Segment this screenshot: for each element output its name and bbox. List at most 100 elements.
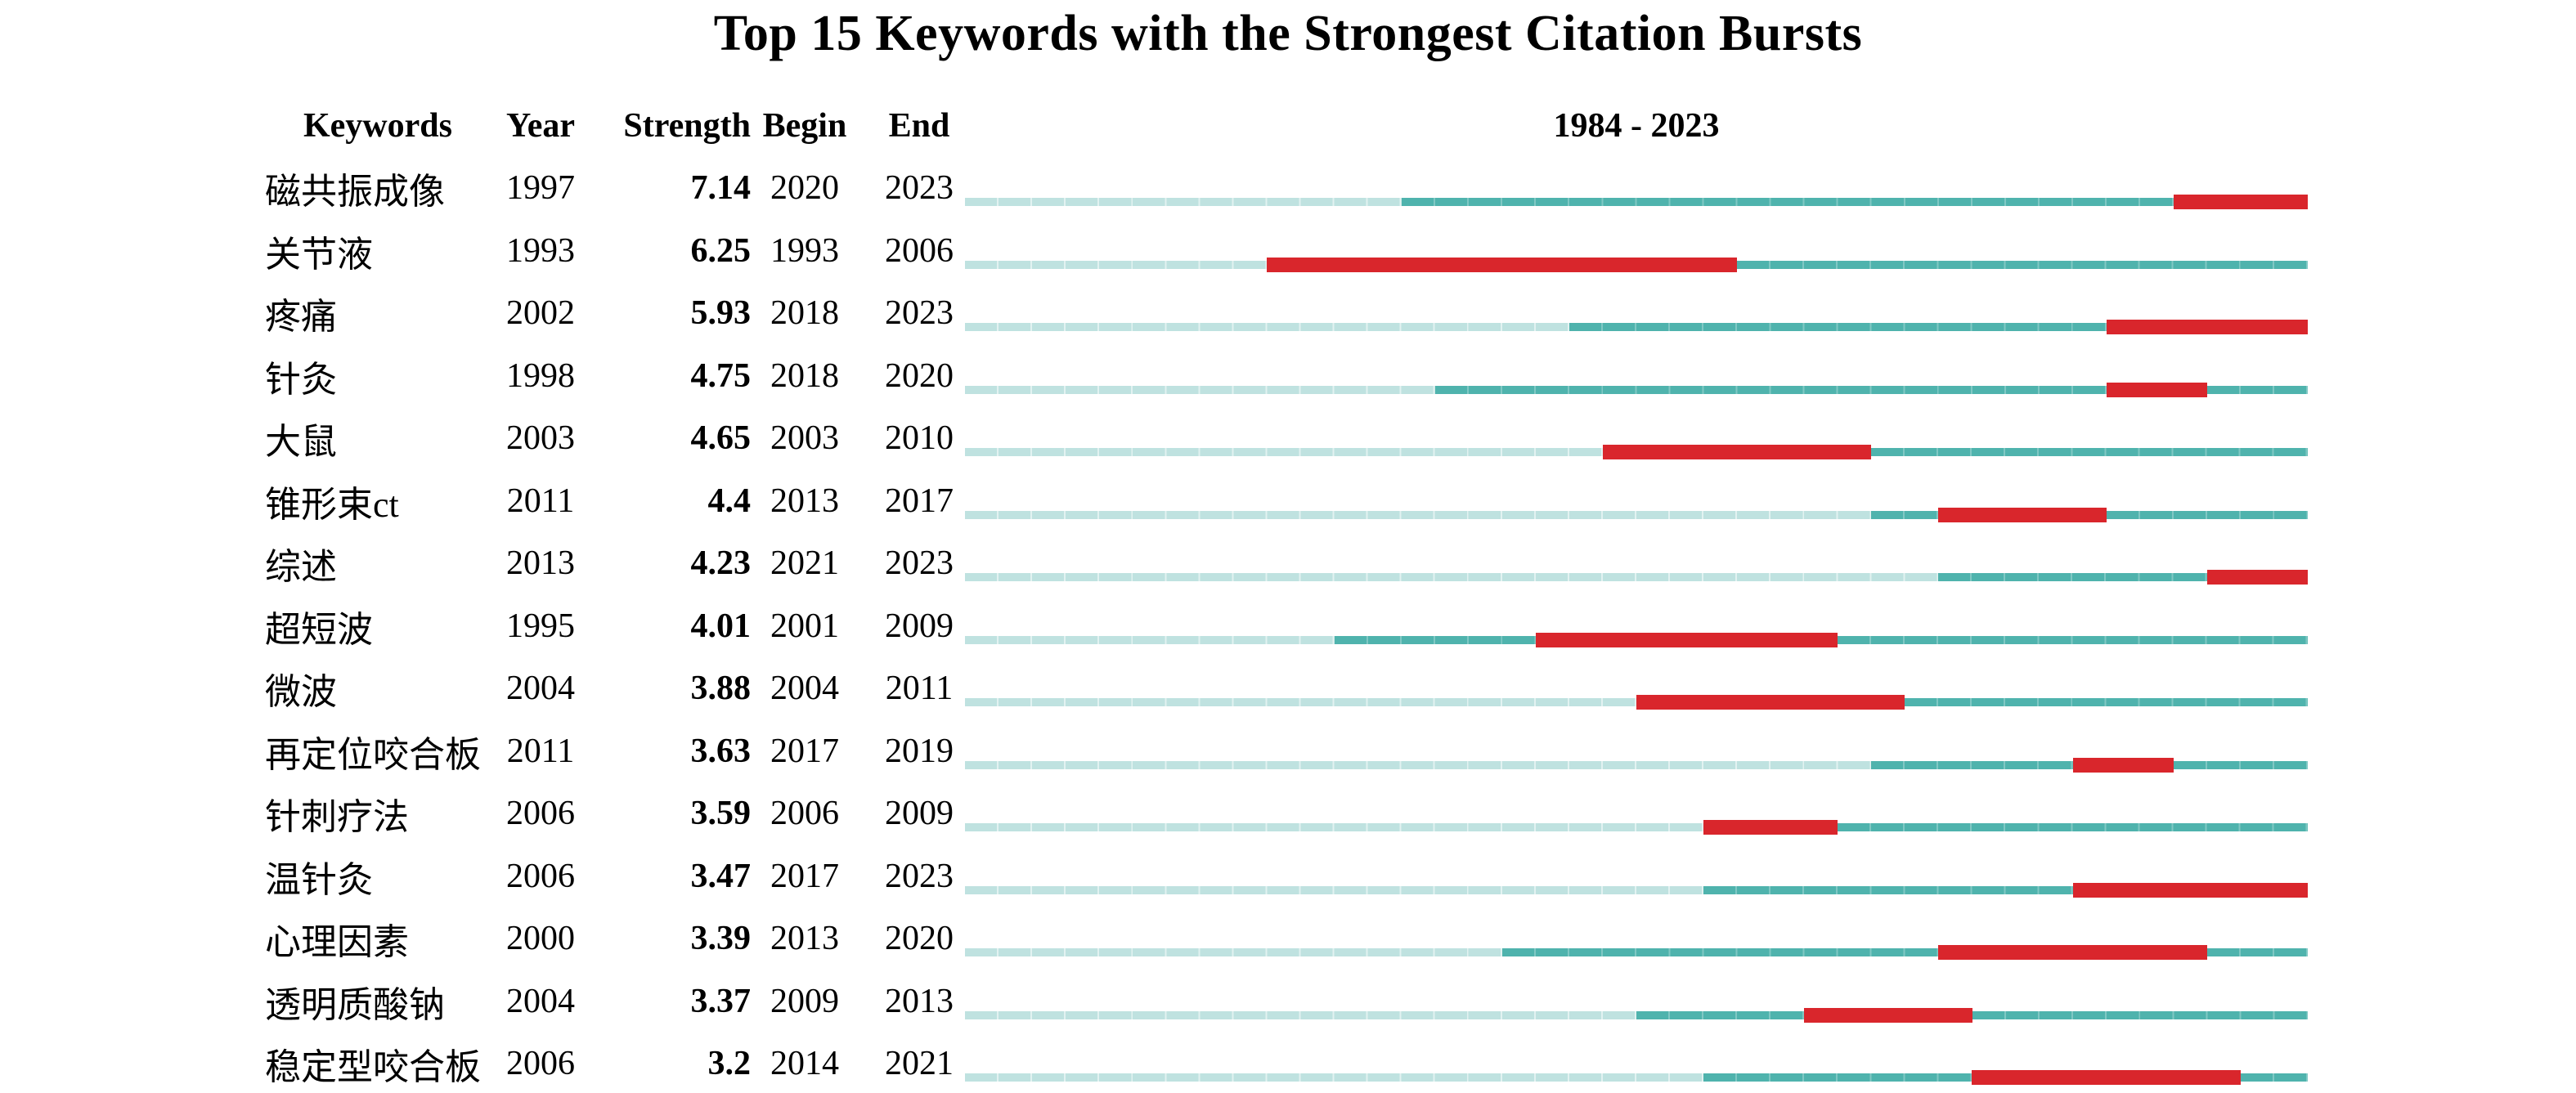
first-year-value: 2011 bbox=[506, 482, 575, 520]
first-year-value: 2004 bbox=[506, 982, 575, 1020]
first-year-value: 2000 bbox=[506, 920, 575, 958]
table-row: 温针灸 2006 3.47 2017 2023 bbox=[0, 845, 2576, 908]
table-row: 针灸 1998 4.75 2018 2020 bbox=[0, 345, 2576, 408]
table-row: 综述 2013 4.23 2021 2023 bbox=[0, 532, 2576, 595]
burst-begin-value: 2014 bbox=[770, 1045, 839, 1083]
burst-end-value: 2011 bbox=[885, 670, 954, 708]
col-header-end: End bbox=[888, 107, 950, 145]
burst-begin-value: 2009 bbox=[770, 982, 839, 1020]
table-row: 微波 2004 3.88 2004 2011 bbox=[0, 657, 2576, 720]
pre-period-segment bbox=[965, 385, 1435, 394]
strength-value: 6.25 bbox=[690, 231, 752, 270]
active-period-segment bbox=[1703, 1073, 1972, 1082]
post-burst-segment bbox=[1871, 448, 2308, 456]
burst-begin-value: 2021 bbox=[770, 544, 839, 583]
active-period-segment bbox=[1938, 573, 2207, 581]
table-row: 关节液 1993 6.25 1993 2006 bbox=[0, 220, 2576, 283]
active-period-segment bbox=[1501, 948, 1939, 956]
burst-timeline-bar bbox=[965, 257, 2308, 272]
pre-period-segment bbox=[965, 573, 1939, 581]
burst-timeline-bar bbox=[965, 1007, 2308, 1023]
pre-period-segment bbox=[965, 635, 1335, 644]
post-burst-segment bbox=[1972, 1010, 2308, 1019]
col-header-strength: Strength bbox=[623, 107, 751, 145]
col-header-keywords: Keywords bbox=[303, 107, 452, 145]
burst-period-segment bbox=[2173, 195, 2308, 209]
burst-table-rows: 磁共振成像 1997 7.14 2020 2023 关节液 1993 6.25 … bbox=[0, 157, 2576, 1093]
burst-timeline-bar bbox=[965, 757, 2308, 773]
first-year-value: 2011 bbox=[506, 732, 575, 770]
burst-timeline-bar bbox=[965, 382, 2308, 397]
burst-begin-value: 2020 bbox=[770, 169, 839, 208]
burst-period-segment bbox=[1938, 507, 2107, 522]
burst-end-value: 2017 bbox=[885, 482, 954, 520]
post-burst-segment bbox=[1838, 635, 2308, 644]
col-header-year: Year bbox=[506, 107, 575, 145]
post-burst-segment bbox=[2240, 1073, 2308, 1082]
strength-value: 4.01 bbox=[690, 607, 752, 645]
burst-period-segment bbox=[1602, 445, 1872, 459]
active-period-segment bbox=[1434, 385, 2107, 394]
pre-period-segment bbox=[965, 823, 1704, 831]
keyword-label: 针刺疗法 bbox=[265, 797, 409, 838]
keyword-label: 微波 bbox=[265, 672, 337, 713]
table-row: 心理因素 2000 3.39 2013 2020 bbox=[0, 907, 2576, 970]
first-year-value: 2006 bbox=[506, 857, 575, 895]
burst-timeline-bar bbox=[965, 1070, 2308, 1085]
post-burst-segment bbox=[2206, 385, 2308, 394]
burst-timeline-bar bbox=[965, 945, 2308, 960]
keyword-label: 再定位咬合板 bbox=[265, 734, 481, 775]
active-period-segment bbox=[1568, 323, 2107, 331]
keyword-label: 稳定型咬合板 bbox=[265, 1047, 481, 1088]
strength-value: 3.63 bbox=[690, 732, 752, 770]
first-year-value: 1997 bbox=[506, 169, 575, 208]
post-burst-segment bbox=[1905, 698, 2308, 706]
table-row: 大鼠 2003 4.65 2003 2010 bbox=[0, 407, 2576, 470]
pre-period-segment bbox=[965, 1073, 1704, 1082]
strength-value: 3.88 bbox=[690, 670, 752, 708]
burst-timeline-bar bbox=[965, 695, 2308, 710]
table-row: 透明质酸钠 2004 3.37 2009 2013 bbox=[0, 970, 2576, 1033]
burst-end-value: 2023 bbox=[885, 169, 954, 208]
table-row: 锥形束ct 2011 4.4 2013 2017 bbox=[0, 470, 2576, 533]
burst-end-value: 2013 bbox=[885, 982, 954, 1020]
burst-begin-value: 2018 bbox=[770, 356, 839, 395]
keyword-label: 透明质酸钠 bbox=[265, 984, 445, 1025]
burst-end-value: 2023 bbox=[885, 857, 954, 895]
first-year-value: 2013 bbox=[506, 544, 575, 583]
pre-period-segment bbox=[965, 448, 1603, 456]
burst-period-segment bbox=[1703, 820, 1838, 835]
col-header-timeline-range: 1984 - 2023 bbox=[1553, 107, 1720, 145]
burst-begin-value: 2006 bbox=[770, 795, 839, 833]
first-year-value: 2006 bbox=[506, 795, 575, 833]
burst-begin-value: 2013 bbox=[770, 920, 839, 958]
burst-begin-value: 2013 bbox=[770, 482, 839, 520]
keyword-label: 针灸 bbox=[265, 359, 337, 400]
burst-period-segment bbox=[2206, 570, 2308, 585]
pre-period-segment bbox=[965, 885, 1704, 894]
keyword-label: 大鼠 bbox=[265, 422, 337, 463]
keyword-label: 综述 bbox=[265, 547, 337, 588]
burst-end-value: 2009 bbox=[885, 607, 954, 645]
pre-period-segment bbox=[965, 948, 1502, 956]
table-row: 超短波 1995 4.01 2001 2009 bbox=[0, 595, 2576, 658]
burst-end-value: 2020 bbox=[885, 356, 954, 395]
burst-period-segment bbox=[1267, 257, 1738, 272]
first-year-value: 2003 bbox=[506, 419, 575, 458]
burst-begin-value: 1993 bbox=[770, 231, 839, 270]
burst-period-segment bbox=[1535, 632, 1838, 647]
table-row: 磁共振成像 1997 7.14 2020 2023 bbox=[0, 157, 2576, 220]
pre-period-segment bbox=[965, 760, 1872, 769]
keyword-label: 疼痛 bbox=[265, 297, 337, 338]
burst-period-segment bbox=[1636, 695, 1905, 710]
table-row: 疼痛 2002 5.93 2018 2023 bbox=[0, 282, 2576, 345]
burst-end-value: 2006 bbox=[885, 231, 954, 270]
burst-end-value: 2023 bbox=[885, 544, 954, 583]
burst-period-segment bbox=[2072, 882, 2308, 898]
strength-value: 4.75 bbox=[690, 356, 752, 395]
pre-period-segment bbox=[965, 323, 1569, 331]
burst-begin-value: 2004 bbox=[770, 670, 839, 708]
strength-value: 7.14 bbox=[690, 169, 752, 208]
table-header: Keywords Year Strength Begin End 1984 - … bbox=[0, 105, 2576, 147]
